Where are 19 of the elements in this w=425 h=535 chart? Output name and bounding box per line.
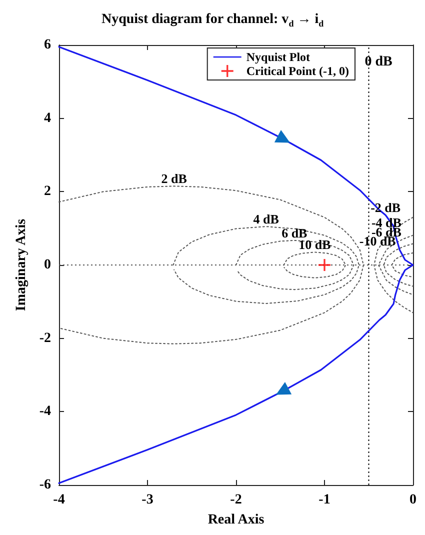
- y-tick-label: 4: [44, 110, 51, 126]
- annotation: 4 dB: [253, 212, 280, 226]
- x-tick-label: 0: [410, 492, 416, 508]
- annotation: 2 dB: [161, 171, 188, 186]
- y-tick-label: 0: [44, 258, 51, 272]
- x-axis-title: Real Axis: [208, 512, 265, 528]
- y-tick-label: 6: [44, 38, 51, 52]
- y-tick-label: -2: [39, 330, 51, 346]
- y-tick-label: -6: [39, 478, 51, 492]
- y-tick-label: 2: [44, 184, 51, 200]
- ref-line-label: 0 dB: [364, 54, 392, 70]
- y-tick-label: -4: [39, 404, 51, 420]
- x-tick-label: -1: [318, 492, 330, 508]
- x-tick-label: -2: [230, 492, 242, 508]
- x-tick-label: -3: [142, 492, 154, 508]
- y-axis-title: Imaginary Axis: [14, 218, 29, 312]
- legend-label: Nyquist Plot: [246, 50, 310, 64]
- line-series: [58, 46, 414, 484]
- legend-label: Critical Point (-1, 0): [246, 64, 350, 78]
